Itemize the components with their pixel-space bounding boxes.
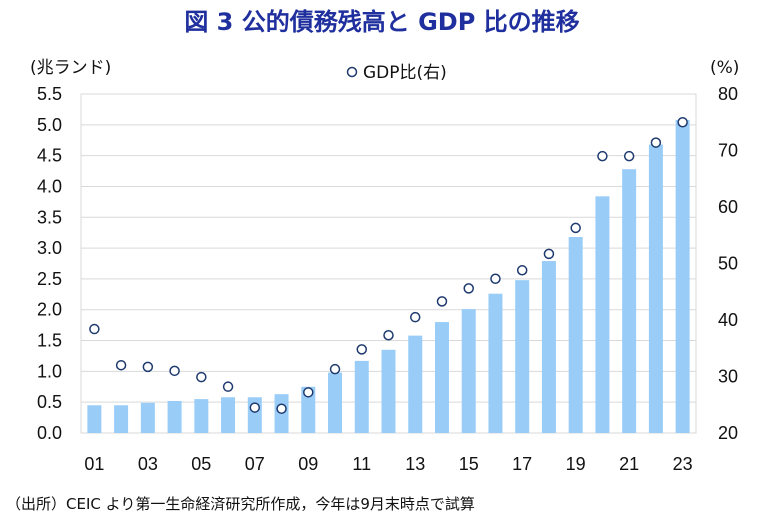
chart-title: 図 3 公的債務残高と GDP 比の推移	[184, 8, 579, 36]
gdp-ratio-point	[623, 150, 635, 162]
right-axis-unit: (%)	[710, 58, 739, 78]
bar	[568, 236, 583, 433]
right-tick-label: 20	[718, 423, 738, 443]
left-tick-label: 0.5	[37, 392, 62, 412]
gdp-ratio-point	[650, 137, 662, 148]
left-tick-label: 2.0	[37, 300, 62, 320]
right-tick-label: 60	[718, 197, 738, 217]
x-tick-label: 17	[512, 454, 532, 474]
right-tick-label: 30	[718, 367, 738, 387]
x-tick-label: 19	[566, 454, 586, 474]
source-note: （出所）CEIC より第一生命経済研究所作成，今年は9月末時点で試算	[6, 495, 475, 513]
bar	[541, 261, 556, 433]
x-tick-label: 01	[84, 454, 104, 474]
x-tick-label: 23	[673, 454, 693, 474]
bar	[194, 399, 209, 433]
left-tick-label: 1.0	[37, 361, 62, 381]
x-tick-label: 15	[459, 454, 479, 474]
left-tick-label: 3.0	[37, 238, 62, 258]
gdp-ratio-point	[222, 381, 234, 392]
x-tick-label: 13	[405, 454, 425, 474]
x-tick-label: 07	[245, 454, 265, 474]
gdp-ratio-point	[196, 371, 207, 383]
bar	[675, 119, 690, 434]
bar	[622, 169, 637, 434]
left-tick-label: 0.0	[37, 423, 62, 443]
gdp-ratio-point	[276, 403, 287, 414]
x-tick-label: 03	[138, 454, 158, 474]
legend: GDP比(右)	[346, 63, 447, 83]
bar	[354, 360, 369, 433]
right-tick-label: 40	[718, 310, 738, 330]
bar-series	[87, 119, 690, 434]
gdp-ratio-point	[383, 330, 394, 341]
left-tick-label: 5.0	[37, 115, 62, 135]
gdp-ratio-point	[329, 363, 341, 375]
right-tick-label: 80	[718, 84, 738, 104]
gdp-ratio-point	[436, 296, 448, 307]
gdp-ratio-point	[516, 265, 528, 276]
bar	[595, 196, 610, 433]
x-tick-label: 09	[298, 454, 318, 474]
bar	[381, 349, 396, 433]
left-axis-ticks: 0.0 0.5 1.0 1.5 2.0 2.5 3.0 3.5 4.0 4.5 5.0 5.5	[37, 84, 62, 443]
gdp-ratio-point	[142, 361, 154, 373]
right-tick-label: 50	[718, 254, 738, 274]
gdp-ratio-point	[249, 402, 261, 413]
gdp-ratio-point	[490, 273, 501, 285]
gdp-ratio-point	[570, 222, 581, 234]
grid-lines	[80, 93, 697, 434]
left-tick-label: 3.5	[37, 207, 62, 227]
gdp-ratio-point	[677, 117, 688, 128]
bar	[301, 386, 316, 433]
gdp-ratio-series	[89, 117, 688, 414]
gdp-ratio-point	[356, 344, 368, 355]
gdp-ratio-point	[409, 311, 421, 323]
left-tick-label: 1.5	[37, 331, 62, 351]
gdp-ratio-point	[463, 283, 474, 294]
x-tick-label: 11	[352, 454, 371, 474]
gdp-ratio-point	[169, 365, 180, 377]
left-tick-label: 5.5	[37, 84, 62, 104]
gdp-ratio-point	[89, 323, 100, 335]
bar	[221, 397, 236, 433]
bar	[648, 144, 663, 434]
legend-marker	[346, 66, 358, 78]
gdp-ratio-point	[115, 359, 127, 371]
bar	[140, 402, 155, 433]
gdp-ratio-point	[543, 248, 555, 260]
legend-label: GDP比(右)	[363, 63, 447, 83]
bar	[515, 280, 530, 433]
bar	[461, 309, 476, 433]
gdp-ratio-point	[303, 387, 314, 398]
left-tick-label: 4.0	[37, 176, 62, 196]
x-tick-label: 05	[191, 454, 211, 474]
bar	[328, 372, 343, 433]
bar	[114, 405, 129, 433]
bar	[488, 293, 503, 433]
left-axis-unit: (兆ランド)	[30, 58, 111, 78]
bar	[167, 400, 182, 433]
left-tick-label: 4.5	[37, 146, 62, 166]
bar	[408, 335, 423, 433]
bar	[434, 322, 449, 433]
right-axis-ticks: 20 30 40 50 60 70 80	[718, 84, 738, 443]
left-tick-label: 2.5	[37, 269, 62, 289]
gdp-ratio-point	[597, 150, 608, 162]
bar	[87, 405, 102, 433]
right-tick-label: 70	[718, 141, 738, 161]
x-tick-label: 21	[619, 454, 639, 474]
x-axis-ticks: 01 03 05 07 09 11 13 15 17 19 21 23	[84, 454, 692, 474]
